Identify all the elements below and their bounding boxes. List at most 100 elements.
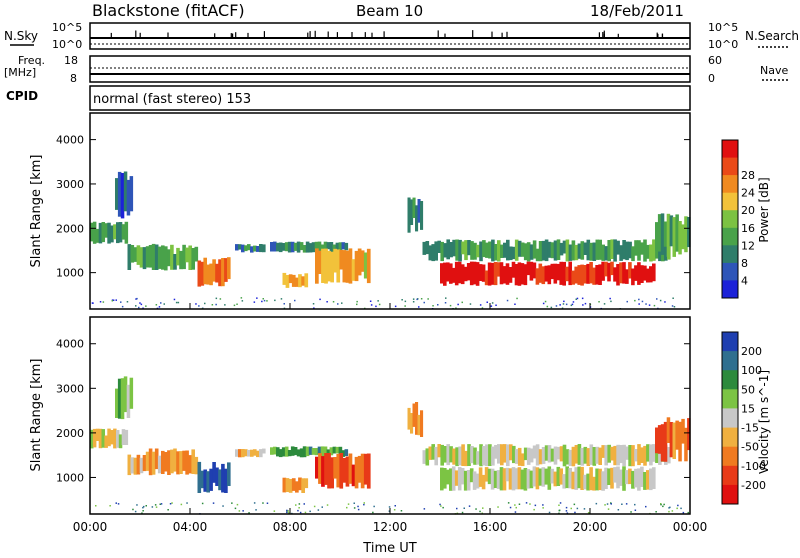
velocity-echo-cell	[454, 470, 459, 486]
power-speckle	[412, 301, 415, 303]
power-echo-cell	[244, 245, 248, 252]
power-colorbar-swatch	[722, 175, 738, 194]
power-speckle	[603, 303, 606, 305]
velocity-speckle	[607, 508, 610, 510]
velocity-speckle	[610, 503, 612, 505]
velocity-echo-cell	[185, 450, 189, 475]
velocity-echo-cell	[553, 446, 558, 465]
power-echo-cell	[681, 224, 685, 250]
power-echo-cell	[357, 248, 362, 276]
power-echo-cell	[607, 240, 611, 262]
power-echo-cell	[559, 261, 563, 285]
power-speckle	[495, 304, 497, 306]
velocity-echo-cell	[463, 470, 468, 491]
power-echo-cell	[628, 262, 632, 279]
velocity-colorbar-tick: 15	[741, 402, 755, 415]
power-echo-cell	[98, 222, 103, 244]
power-echo-cell	[345, 250, 350, 283]
velocity-echo-cell	[628, 445, 632, 467]
velocity-echo-cell	[652, 444, 656, 462]
power-echo-cell	[446, 239, 450, 260]
velocity-colorbar: 200 100 50 15 -15 -50 -100 -200	[721, 331, 766, 505]
power-echo-cell	[589, 242, 594, 261]
power-speckle	[673, 306, 676, 308]
velocity-speckle	[298, 507, 300, 509]
power-echo-cell	[553, 240, 558, 261]
power-echo-cell	[315, 248, 319, 284]
power-echo-cell	[637, 240, 641, 261]
power-speckle	[332, 301, 335, 303]
velocity-colorbar-swatch	[722, 427, 738, 448]
power-echo-cell	[323, 241, 328, 253]
power-echo-cell	[565, 239, 570, 262]
velocity-echo-cell	[188, 455, 192, 474]
velocity-speckle	[266, 502, 269, 504]
freq-panel-frame	[89, 55, 691, 83]
velocity-echo-cell	[326, 449, 331, 457]
power-echo-cell	[541, 240, 546, 261]
velocity-echo-cell	[284, 446, 289, 457]
power-echo-cell	[469, 261, 474, 286]
power-echo-cell	[484, 270, 489, 286]
power-speckle	[115, 299, 117, 301]
velocity-echo-cell	[499, 467, 504, 491]
power-echo-cell	[466, 263, 471, 281]
power-echo-cell	[529, 244, 534, 260]
power-echo-cell	[580, 264, 584, 286]
power-echo-cell	[553, 263, 558, 284]
velocity-echo-cell	[675, 420, 679, 450]
velocity-speckle	[242, 510, 244, 512]
velocity-echo-cell	[351, 464, 356, 487]
power-echo-cell	[320, 244, 325, 252]
power-echo-cell	[631, 246, 635, 262]
power-echo-cell	[291, 274, 296, 287]
power-echo-cell	[133, 247, 138, 262]
velocity-echo-cell	[446, 444, 450, 466]
velocity-echo-cell	[221, 463, 225, 493]
date-label: 18/Feb/2011	[590, 2, 684, 20]
velocity-speckle	[136, 504, 138, 506]
nsearch-tick-bottom: 10^0	[708, 38, 738, 51]
velocity-echo-cell	[526, 447, 531, 465]
beam-label: Beam 10	[356, 2, 423, 20]
velocity-echo-cell	[339, 453, 344, 489]
power-echo-cell	[640, 265, 644, 283]
velocity-echo-cell	[329, 447, 334, 456]
velocity-echo-cell	[458, 446, 462, 466]
velocity-echo-cell	[467, 444, 471, 466]
power-speckle	[173, 298, 176, 301]
velocity-echo-cell	[218, 469, 222, 491]
velocity-speckle	[117, 503, 120, 505]
cpid-panel-frame	[89, 85, 691, 111]
power-speckle	[491, 302, 494, 304]
power-echo-cell	[634, 240, 638, 256]
power-echo-cell	[475, 262, 480, 286]
velocity-colorbar-tick: -100	[741, 460, 766, 473]
power-echo-cell	[652, 263, 656, 282]
power-colorbar-swatch	[722, 227, 738, 246]
freq-tick-top: 18	[64, 54, 78, 67]
velocity-echo-cell	[490, 468, 495, 490]
power-colorbar-frame	[721, 139, 739, 299]
velocity-echo-cell	[574, 445, 579, 464]
power-echo-cell	[497, 240, 501, 262]
power-colorbar-tick: 16	[741, 222, 755, 235]
power-echo-cell	[129, 176, 134, 212]
velocity-echo-cell	[341, 450, 346, 457]
power-echo-cell	[580, 241, 585, 260]
velocity-echo-cell	[238, 449, 242, 458]
velocity-echo-cell	[511, 467, 516, 491]
power-speckle	[236, 303, 238, 305]
power-echo-cell	[113, 224, 117, 240]
velocity-echo-cell	[485, 444, 489, 467]
velocity-echo-cell	[538, 468, 543, 486]
power-speckle	[609, 297, 611, 300]
power-speckle	[370, 304, 373, 306]
velocity-colorbar-swatch	[722, 408, 738, 428]
velocity-echo-cell	[209, 468, 213, 491]
velocity-echo-cell	[203, 469, 207, 492]
velocity-speckle	[479, 510, 481, 513]
power-speckle	[313, 307, 315, 309]
power-echo-cell	[218, 259, 222, 287]
velocity-speckle	[439, 503, 441, 506]
